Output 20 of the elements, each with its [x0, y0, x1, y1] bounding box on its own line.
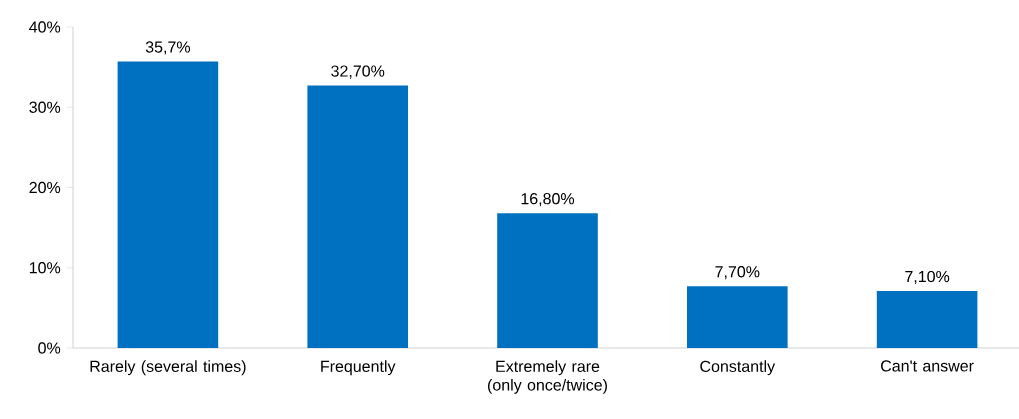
- x-tick-label: Can't answer: [881, 360, 974, 372]
- y-tick-label: 40%: [29, 21, 61, 33]
- y-tick-label: 20%: [29, 181, 61, 194]
- bar: [687, 286, 788, 348]
- y-tick-label: 10%: [29, 262, 61, 274]
- x-tick-label: Frequently: [321, 360, 396, 376]
- x-tick-label: Rarely (several times): [90, 360, 246, 376]
- bar: [307, 85, 408, 348]
- data-label: 32,70%: [331, 65, 385, 79]
- data-label: 16,80%: [521, 193, 575, 207]
- x-tick-label: Extremely rare (only once/twice): [488, 360, 607, 394]
- y-tick-label: 30%: [29, 101, 61, 113]
- data-label: 35,7%: [145, 41, 191, 55]
- x-tick-label: Constantly: [700, 360, 776, 376]
- bar: [876, 291, 978, 348]
- data-label: 7,70%: [715, 266, 760, 280]
- bar: [117, 61, 219, 348]
- bar: [497, 213, 598, 348]
- y-tick-label: 0%: [38, 342, 61, 354]
- data-label: 7,10%: [905, 270, 950, 285]
